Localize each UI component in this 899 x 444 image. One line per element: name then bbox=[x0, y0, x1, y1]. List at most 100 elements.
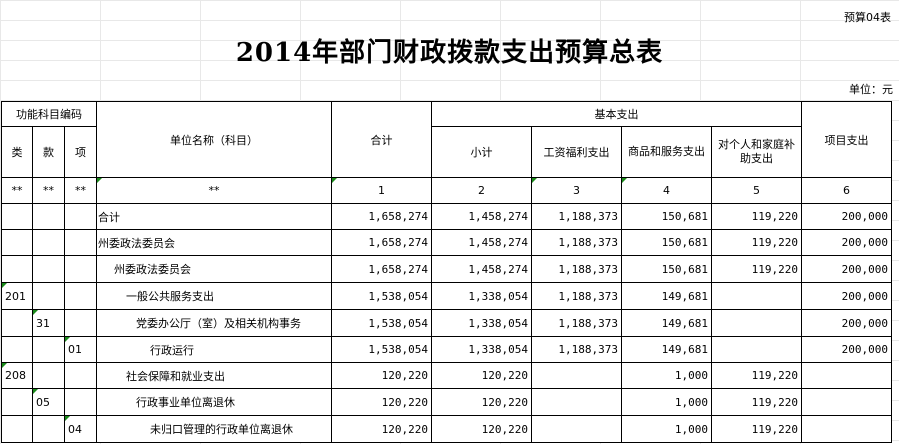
total-header[interactable]: 合计 bbox=[331, 101, 432, 178]
item-header[interactable]: 项 bbox=[64, 126, 97, 178]
total-cell[interactable]: 1,658,274 bbox=[331, 229, 432, 256]
wages-header[interactable]: 工资福利支出 bbox=[531, 126, 622, 178]
unit-name-cell[interactable]: 社会保障和就业支出 bbox=[96, 362, 332, 389]
wages-cell[interactable] bbox=[531, 388, 622, 416]
subsidy-cell[interactable] bbox=[711, 336, 802, 363]
goods-cell[interactable]: 150,681 bbox=[621, 203, 712, 230]
total-cell[interactable]: 1,538,054 bbox=[331, 336, 432, 363]
total-cell[interactable]: 120,220 bbox=[331, 388, 432, 416]
goods-services-header[interactable]: 商品和服务支出 bbox=[621, 126, 712, 178]
section-cell[interactable] bbox=[32, 282, 65, 310]
subtotal-cell[interactable]: 1,458,274 bbox=[431, 229, 532, 256]
index-cell[interactable]: 1 bbox=[331, 177, 432, 204]
func-code-header[interactable]: 功能科目编码 bbox=[1, 101, 97, 127]
subsidy-cell[interactable] bbox=[711, 282, 802, 310]
subtotal-cell[interactable]: 1,338,054 bbox=[431, 309, 532, 337]
section-cell[interactable] bbox=[32, 255, 65, 283]
item-cell[interactable]: 01 bbox=[64, 336, 97, 363]
section-cell[interactable] bbox=[32, 336, 65, 363]
goods-cell[interactable]: 1,000 bbox=[621, 415, 712, 443]
index-cell[interactable]: 6 bbox=[801, 177, 892, 204]
subsidy-header[interactable]: 对个人和家庭补助支出 bbox=[711, 126, 802, 178]
subtotal-cell[interactable]: 120,220 bbox=[431, 362, 532, 389]
goods-cell[interactable]: 1,000 bbox=[621, 388, 712, 416]
unit-name-cell[interactable]: 未归口管理的行政单位离退休 bbox=[96, 415, 332, 443]
total-cell[interactable]: 120,220 bbox=[331, 415, 432, 443]
section-cell[interactable]: 05 bbox=[32, 388, 65, 416]
category-cell[interactable] bbox=[1, 388, 33, 416]
project-cell[interactable]: 200,000 bbox=[801, 229, 892, 256]
category-cell[interactable]: 208 bbox=[1, 362, 33, 389]
project-cell[interactable]: 200,000 bbox=[801, 203, 892, 230]
category-cell[interactable] bbox=[1, 255, 33, 283]
item-cell[interactable] bbox=[64, 309, 97, 337]
category-cell[interactable] bbox=[1, 415, 33, 443]
total-cell[interactable]: 120,220 bbox=[331, 362, 432, 389]
index-cell[interactable]: ** bbox=[96, 177, 332, 204]
total-cell[interactable]: 1,538,054 bbox=[331, 282, 432, 310]
subsidy-cell[interactable]: 119,220 bbox=[711, 229, 802, 256]
item-cell[interactable]: 04 bbox=[64, 415, 97, 443]
unit-name-cell[interactable]: 州委政法委员会 bbox=[96, 229, 332, 256]
wages-cell[interactable]: 1,188,373 bbox=[531, 282, 622, 310]
total-cell[interactable]: 1,658,274 bbox=[331, 203, 432, 230]
category-cell[interactable] bbox=[1, 309, 33, 337]
section-cell[interactable] bbox=[32, 229, 65, 256]
category-cell[interactable]: 201 bbox=[1, 282, 33, 310]
index-cell[interactable]: 3 bbox=[531, 177, 622, 204]
index-cell[interactable]: ** bbox=[1, 177, 33, 204]
project-cell[interactable]: 200,000 bbox=[801, 336, 892, 363]
subtotal-cell[interactable]: 120,220 bbox=[431, 415, 532, 443]
subtotal-cell[interactable]: 1,338,054 bbox=[431, 282, 532, 310]
section-cell[interactable] bbox=[32, 415, 65, 443]
goods-cell[interactable]: 150,681 bbox=[621, 255, 712, 283]
section-cell[interactable]: 31 bbox=[32, 309, 65, 337]
index-cell[interactable]: 4 bbox=[621, 177, 712, 204]
wages-cell[interactable]: 1,188,373 bbox=[531, 309, 622, 337]
project-cell[interactable] bbox=[801, 415, 892, 443]
project-expense-header[interactable]: 项目支出 bbox=[801, 101, 892, 178]
subsidy-cell[interactable]: 119,220 bbox=[711, 203, 802, 230]
index-cell[interactable]: ** bbox=[32, 177, 65, 204]
index-cell[interactable]: 2 bbox=[431, 177, 532, 204]
subsidy-cell[interactable]: 119,220 bbox=[711, 362, 802, 389]
wages-cell[interactable]: 1,188,373 bbox=[531, 336, 622, 363]
project-cell[interactable]: 200,000 bbox=[801, 309, 892, 337]
total-cell[interactable]: 1,658,274 bbox=[331, 255, 432, 283]
unit-name-cell[interactable]: 合计 bbox=[96, 203, 332, 230]
item-cell[interactable] bbox=[64, 203, 97, 230]
item-cell[interactable] bbox=[64, 388, 97, 416]
item-cell[interactable] bbox=[64, 229, 97, 256]
subtotal-cell[interactable]: 1,458,274 bbox=[431, 255, 532, 283]
unit-name-cell[interactable]: 行政运行 bbox=[96, 336, 332, 363]
unit-name-header[interactable]: 单位名称（科目） bbox=[96, 101, 332, 178]
item-cell[interactable] bbox=[64, 362, 97, 389]
category-cell[interactable] bbox=[1, 336, 33, 363]
category-header[interactable]: 类 bbox=[1, 126, 33, 178]
subtotal-cell[interactable]: 120,220 bbox=[431, 388, 532, 416]
index-cell[interactable]: ** bbox=[64, 177, 97, 204]
subsidy-cell[interactable]: 119,220 bbox=[711, 415, 802, 443]
section-cell[interactable] bbox=[32, 203, 65, 230]
project-cell[interactable]: 200,000 bbox=[801, 255, 892, 283]
wages-cell[interactable]: 1,188,373 bbox=[531, 203, 622, 230]
subtotal-header[interactable]: 小计 bbox=[431, 126, 532, 178]
project-cell[interactable] bbox=[801, 388, 892, 416]
unit-name-cell[interactable]: 州委政法委员会 bbox=[96, 255, 332, 283]
project-cell[interactable]: 200,000 bbox=[801, 282, 892, 310]
section-cell[interactable] bbox=[32, 362, 65, 389]
unit-name-cell[interactable]: 行政事业单位离退休 bbox=[96, 388, 332, 416]
subtotal-cell[interactable]: 1,458,274 bbox=[431, 203, 532, 230]
item-cell[interactable] bbox=[64, 255, 97, 283]
subsidy-cell[interactable]: 119,220 bbox=[711, 388, 802, 416]
item-cell[interactable] bbox=[64, 282, 97, 310]
wages-cell[interactable] bbox=[531, 415, 622, 443]
category-cell[interactable] bbox=[1, 203, 33, 230]
goods-cell[interactable]: 1,000 bbox=[621, 362, 712, 389]
unit-name-cell[interactable]: 一般公共服务支出 bbox=[96, 282, 332, 310]
section-header[interactable]: 款 bbox=[32, 126, 65, 178]
basic-expense-header[interactable]: 基本支出 bbox=[431, 101, 802, 127]
category-cell[interactable] bbox=[1, 229, 33, 256]
project-cell[interactable] bbox=[801, 362, 892, 389]
subtotal-cell[interactable]: 1,338,054 bbox=[431, 336, 532, 363]
